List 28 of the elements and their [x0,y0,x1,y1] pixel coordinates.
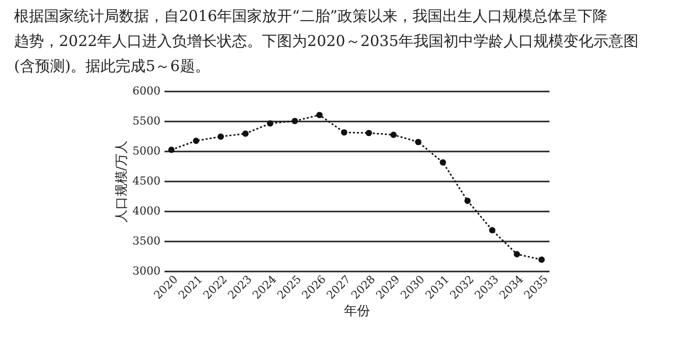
y-axis-title: 人口规模/万人 [114,140,130,223]
y-tick-label: 3500 [132,234,160,248]
y-tick-label: 3000 [132,264,160,278]
point [514,251,520,258]
text: (含预测)。据此完成5～6题。 [14,56,211,77]
text: 根据国家统计局数据，自2016年国家放开“二胎”政策以来，我国出生人口规模总体呈下降 [14,6,609,27]
point [316,112,323,118]
point [292,118,298,124]
point [218,133,224,140]
y-tick-label: 5500 [132,114,160,128]
y-tick-label: 4500 [132,174,160,188]
point [415,138,422,146]
point [366,130,372,136]
point [489,227,496,234]
point [538,256,545,263]
text: 趋势，2022年人口进入负增长状态。下图为2020～2035年我国初中学龄人口规模变化示意图 [14,31,640,52]
point [390,132,397,138]
y-tick-label: 5000 [132,144,160,158]
point [341,129,348,136]
point [266,120,274,127]
point [242,130,249,137]
point [168,146,175,153]
point [440,159,446,166]
y-tick-label: 4000 [132,204,160,218]
point [464,198,471,204]
point [192,138,200,144]
y-tick-label: 6000 [132,84,160,98]
x-axis-title: 年份 [344,304,370,320]
